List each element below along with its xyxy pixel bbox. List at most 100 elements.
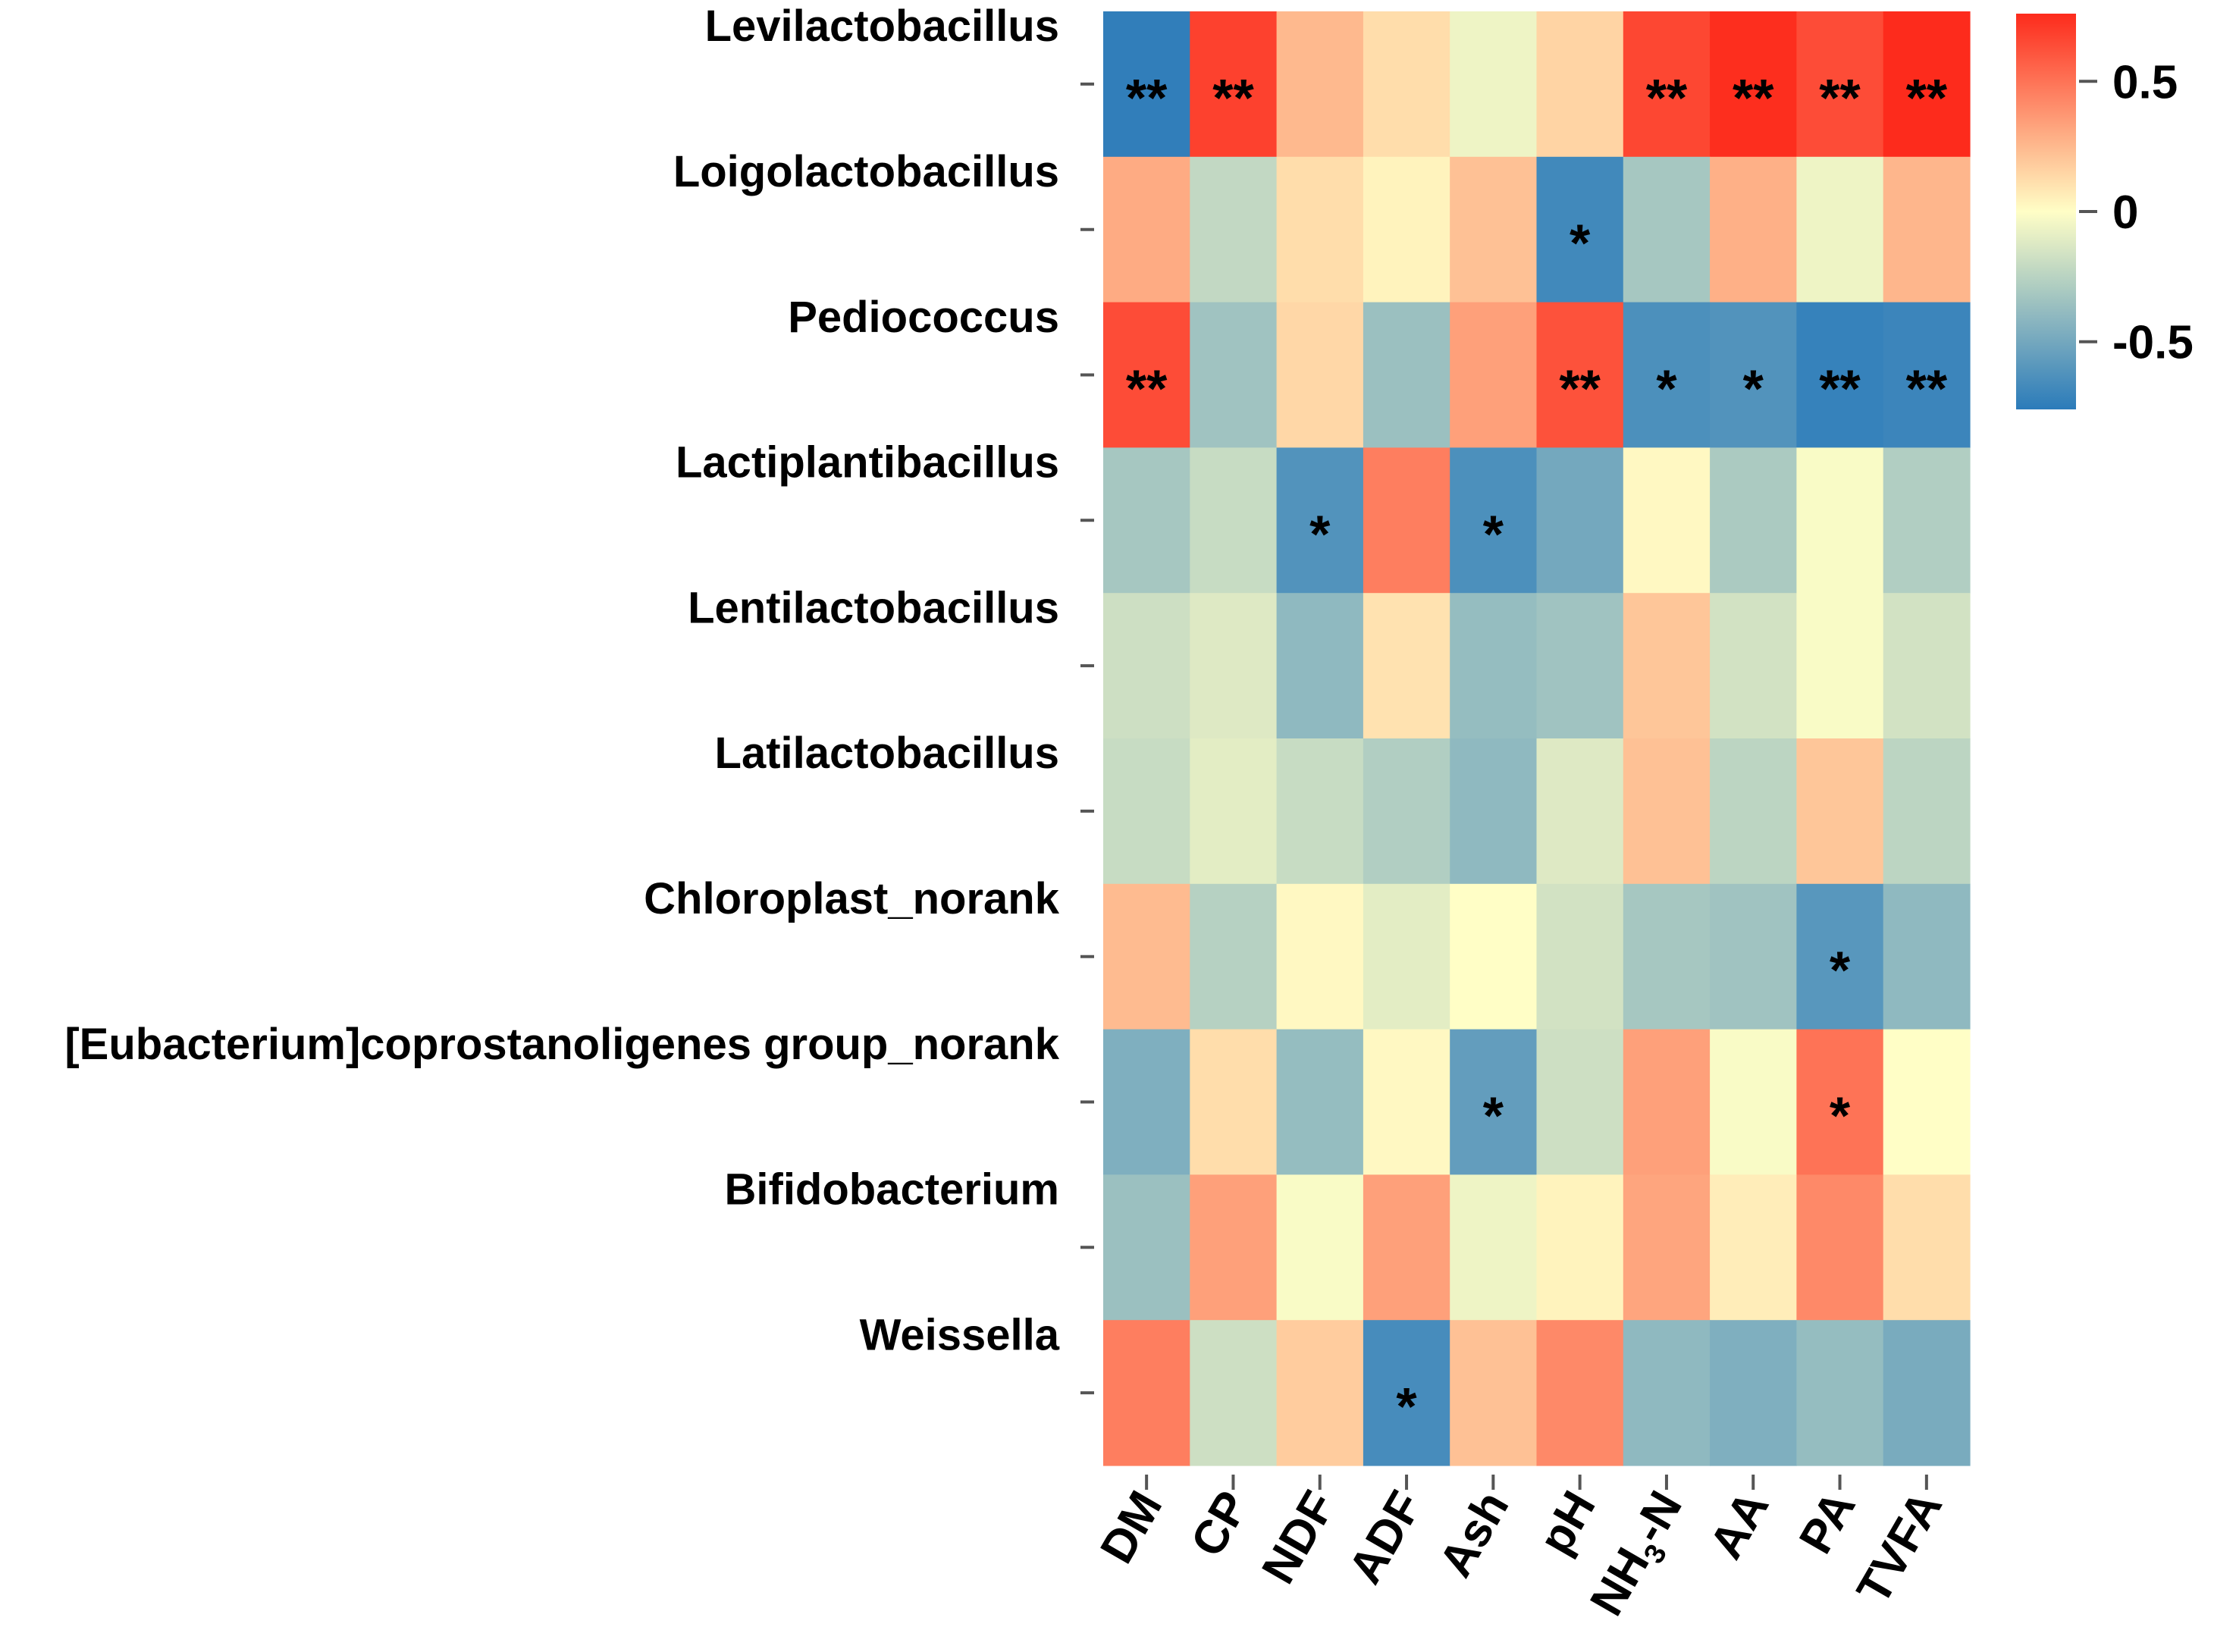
significance-mark: * — [1483, 1086, 1504, 1146]
heatmap-cell — [1450, 1320, 1538, 1466]
heatmap-cell — [1103, 738, 1190, 885]
heatmap-cell — [1623, 883, 1711, 1030]
significance-mark: ** — [1906, 359, 1948, 418]
significance-mark: * — [1309, 504, 1331, 563]
heatmap-cell — [1190, 593, 1278, 739]
heatmap-cell — [1190, 738, 1278, 885]
heatmap-cell — [1536, 1029, 1624, 1175]
heatmap-cell — [1363, 593, 1450, 739]
heatmap-cell — [1536, 302, 1624, 448]
column-label-aa: AA — [1700, 1483, 1780, 1568]
row-label-lactiplantibacillus: Lactiplantibacillus — [676, 438, 1059, 487]
heatmap-cell — [1450, 1174, 1538, 1321]
row-label-chloroplast-norank: Chloroplast_norank — [644, 874, 1060, 923]
heatmap-cell — [1710, 1029, 1797, 1175]
heatmap-cell — [1710, 593, 1797, 739]
heatmap-cell — [1623, 156, 1711, 303]
heatmap-cell — [1796, 883, 1884, 1030]
row-label-weissella: Weissella — [860, 1310, 1060, 1359]
column-label-pa: PA — [1789, 1483, 1866, 1563]
heatmap-cell — [1796, 738, 1884, 885]
heatmap-cell — [1796, 156, 1884, 303]
significance-mark: * — [1743, 359, 1764, 418]
heatmap-cell — [1796, 302, 1884, 448]
heatmap-cell — [1363, 1174, 1450, 1321]
heatmap-cell — [1363, 11, 1450, 158]
heatmap-cell — [1103, 302, 1190, 448]
heatmap-cell — [1450, 738, 1538, 885]
column-label-ash: Ash — [1429, 1483, 1519, 1586]
significance-mark: ** — [1906, 68, 1948, 127]
heatmap-cell — [1103, 1320, 1190, 1466]
heatmap-cell — [1363, 447, 1450, 594]
heatmap-cell — [1536, 883, 1624, 1030]
significance-mark: ** — [1212, 68, 1254, 127]
heatmap-cell — [1710, 156, 1797, 303]
column-label-ph: pH — [1529, 1483, 1606, 1563]
row-label-lentilactobacillus: Lentilactobacillus — [688, 583, 1059, 632]
heatmap-cell — [1190, 1320, 1278, 1466]
heatmap-cell — [1190, 883, 1278, 1030]
heatmap-cell — [1190, 11, 1278, 158]
significance-mark: ** — [1819, 359, 1861, 418]
heatmap-cell — [1276, 593, 1364, 739]
heatmap-cell — [1796, 1029, 1884, 1175]
heatmap-cell — [1710, 738, 1797, 885]
heatmap-cell — [1536, 156, 1624, 303]
heatmap-cell — [1710, 883, 1797, 1030]
heatmap-cell — [1536, 1174, 1624, 1321]
heatmap-cell — [1103, 1029, 1190, 1175]
heatmap-cell — [1710, 302, 1797, 448]
column-label-adf: ADF — [1339, 1483, 1432, 1593]
heatmap-cell — [1623, 738, 1711, 885]
heatmap-cell — [1363, 302, 1450, 448]
heatmap-cell — [1536, 593, 1624, 739]
heatmap-cell — [1796, 1174, 1884, 1321]
row-label-loigolactobacillus: Loigolactobacillus — [673, 147, 1059, 196]
significance-mark: ** — [1646, 68, 1688, 127]
heatmap-cell — [1103, 11, 1190, 158]
row-label-eubacterium-coprostanoligenes-group-norank: [Eubacterium]coprostanoligenes group_nor… — [64, 1020, 1059, 1069]
row-label-bifidobacterium: Bifidobacterium — [725, 1165, 1060, 1215]
significance-mark: * — [1570, 214, 1591, 273]
colorbar-tick-label: -0.5 — [2112, 317, 2194, 369]
heatmap-cell — [1103, 156, 1190, 303]
heatmap-cell — [1276, 738, 1364, 885]
heatmap-cell — [1883, 302, 1971, 448]
colorbar: 0.5 0 -0.5 — [2016, 14, 2194, 409]
heatmap-cell — [1883, 156, 1971, 303]
heatmap-cell — [1883, 447, 1971, 594]
heatmap-cell — [1276, 156, 1364, 303]
significance-mark: ** — [1733, 68, 1774, 127]
heatmap-cell — [1103, 883, 1190, 1030]
significance-marks: ** ** ** ** ** ***** ** * * ** *** *** ** — [1126, 68, 1948, 1436]
significance-mark: ** — [1819, 68, 1861, 127]
significance-mark: ** — [1126, 68, 1168, 127]
heatmap-cell — [1796, 11, 1884, 158]
column-label-cp: CP — [1181, 1483, 1259, 1566]
heatmap-cell — [1536, 11, 1624, 158]
heatmap-cell — [1363, 883, 1450, 1030]
significance-mark: ** — [1559, 359, 1601, 418]
heatmap-cell — [1450, 1029, 1538, 1175]
row-label-pediococcus: Pediococcus — [788, 293, 1059, 342]
heatmap-cell — [1276, 1029, 1364, 1175]
significance-mark: * — [1483, 504, 1504, 563]
heatmap-cell — [1190, 302, 1278, 448]
colorbar-gradient — [2016, 14, 2076, 409]
heatmap-cell — [1450, 302, 1538, 448]
heatmap-cell — [1190, 1029, 1278, 1175]
heatmap-cell — [1883, 1029, 1971, 1175]
heatmap-cell — [1883, 1320, 1971, 1466]
heatmap-cell — [1276, 447, 1364, 594]
column-label-ndf: NDF — [1252, 1483, 1345, 1593]
heatmap-cell — [1710, 1174, 1797, 1321]
heatmap-cell — [1883, 1174, 1971, 1321]
heatmap-cell — [1623, 1320, 1711, 1466]
heatmap-cell — [1536, 738, 1624, 885]
heatmap-cell — [1883, 883, 1971, 1030]
heatmap-cell — [1450, 593, 1538, 739]
heatmap-cell — [1276, 302, 1364, 448]
row-labels: Levilactobacillus Loigolactobacillus Pedio… — [64, 2, 1094, 1395]
